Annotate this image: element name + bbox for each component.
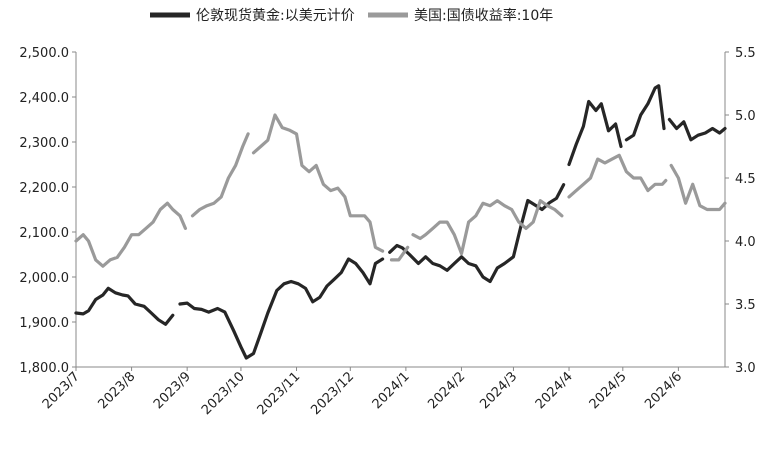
x-tick-label: 2023/9 bbox=[151, 369, 194, 412]
left-tick-label: 2,200.0 bbox=[19, 181, 69, 196]
left-tick-label: 1,800.0 bbox=[19, 361, 69, 376]
x-tick-label: 2023/11 bbox=[255, 369, 304, 418]
left-tick-label: 1,900.0 bbox=[19, 316, 69, 331]
left-tick-label: 2,000.0 bbox=[19, 271, 69, 286]
x-tick-label: 2024/3 bbox=[477, 369, 520, 412]
x-tick-label: 2024/6 bbox=[642, 369, 685, 412]
left-tick-label: 2,100.0 bbox=[19, 226, 69, 241]
x-tick-label: 2024/2 bbox=[425, 369, 468, 412]
legend: 伦敦现货黄金:以美元计价 美国:国债收益率:10年 bbox=[150, 7, 553, 24]
right-tick-label: 4.0 bbox=[735, 235, 756, 250]
treasury-yield-line bbox=[74, 113, 727, 268]
x-tick-label: 2024/4 bbox=[533, 369, 576, 412]
legend-label: 伦敦现货黄金:以美元计价 bbox=[196, 7, 355, 24]
x-tick-label: 2023/8 bbox=[95, 369, 138, 412]
x-tick-label: 2024/1 bbox=[370, 369, 413, 412]
right-tick-label: 3.5 bbox=[735, 298, 756, 313]
right-tick-label: 5.5 bbox=[735, 46, 756, 61]
right-tick-label: 5.0 bbox=[735, 109, 756, 124]
x-tick-label: 2024/5 bbox=[587, 369, 630, 412]
left-tick-label: 2,300.0 bbox=[19, 136, 69, 151]
x-tick-label: 2023/10 bbox=[199, 369, 248, 418]
axes: 1,800.0 1,900.0 2,000.0 2,100.0 2,200.0 2,300… bbox=[19, 46, 755, 418]
gold-price-line bbox=[74, 84, 727, 360]
left-tick-label: 2,400.0 bbox=[19, 91, 69, 106]
legend-label: 美国:国债收益率:10年 bbox=[414, 7, 553, 24]
right-tick-label: 4.5 bbox=[735, 172, 756, 187]
left-tick-label: 2,500.0 bbox=[19, 46, 69, 61]
right-tick-label: 3.0 bbox=[735, 361, 756, 376]
x-tick-label: 2023/12 bbox=[308, 369, 357, 418]
series-layer bbox=[74, 84, 727, 360]
